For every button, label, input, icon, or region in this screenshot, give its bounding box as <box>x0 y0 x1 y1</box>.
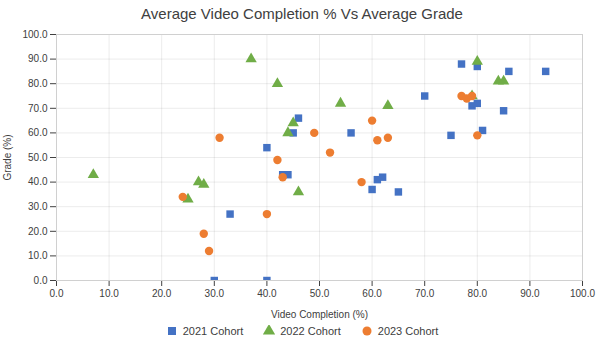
html-text:2021 Cohort: 2021 Cohort <box>182 325 244 337</box>
svg-text:100.0: 100.0 <box>22 29 47 40</box>
svg-text:60.0: 60.0 <box>28 127 48 138</box>
svg-text:0.0: 0.0 <box>34 275 48 286</box>
html-text:2023 Cohort: 2023 Cohort <box>377 325 439 337</box>
svg-text:40.0: 40.0 <box>257 288 277 299</box>
svg-text:40.0: 40.0 <box>28 176 48 187</box>
svg-text:10.0: 10.0 <box>28 250 48 261</box>
svg-text:90.0: 90.0 <box>520 288 540 299</box>
svg-text:50.0: 50.0 <box>310 288 330 299</box>
svg-text:50.0: 50.0 <box>28 152 48 163</box>
svg-text:90.0: 90.0 <box>28 53 48 64</box>
svg-text:Video Completion (%): Video Completion (%) <box>271 309 368 320</box>
svg-text:0.0: 0.0 <box>50 288 64 299</box>
svg-text:20.0: 20.0 <box>28 226 48 237</box>
svg-text:30.0: 30.0 <box>205 288 225 299</box>
svg-text:60.0: 60.0 <box>362 288 382 299</box>
svg-text:Grade (%): Grade (%) <box>2 134 13 180</box>
svg-text:30.0: 30.0 <box>28 201 48 212</box>
svg-text:80.0: 80.0 <box>468 288 488 299</box>
html-text:2022 Cohort: 2022 Cohort <box>280 325 341 337</box>
svg-text:10.0: 10.0 <box>99 288 119 299</box>
html-text:Average Video Completion % Vs: Average Video Completion % Vs Average Gr… <box>141 5 463 22</box>
svg-text:70.0: 70.0 <box>415 288 435 299</box>
svg-text:70.0: 70.0 <box>28 103 48 114</box>
svg-text:100.0: 100.0 <box>570 288 595 299</box>
svg-text:80.0: 80.0 <box>28 78 48 89</box>
svg-text:20.0: 20.0 <box>152 288 172 299</box>
